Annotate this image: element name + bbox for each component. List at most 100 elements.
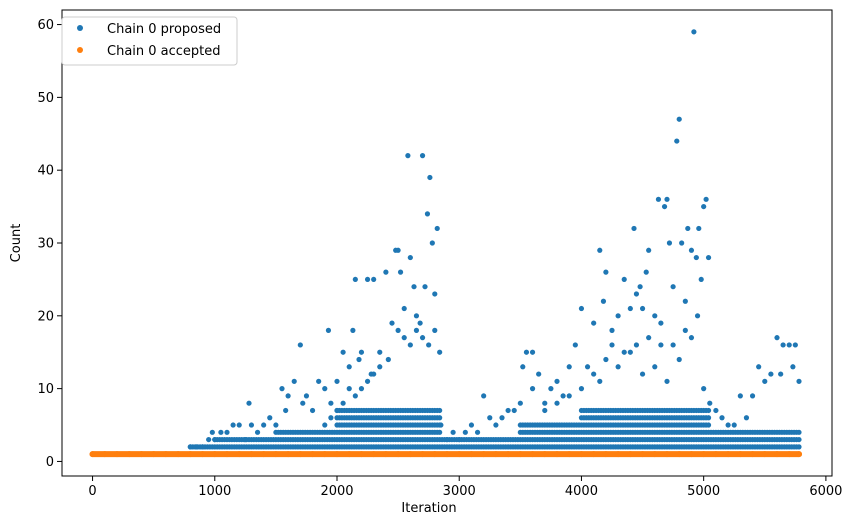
- data-point-proposed: [358, 386, 365, 392]
- data-point-accepted: [761, 451, 768, 458]
- data-point: [796, 436, 802, 443]
- data-point-proposed: [401, 335, 407, 341]
- data-point-proposed: [688, 247, 695, 253]
- y-tick-label: 50: [37, 91, 54, 106]
- data-point-proposed: [261, 422, 267, 428]
- data-point-proposed: [693, 254, 699, 261]
- data-point-proposed: [786, 342, 792, 348]
- data-point-proposed: [646, 247, 652, 253]
- data-point-proposed: [422, 284, 428, 290]
- data-point-proposed: [664, 378, 670, 384]
- data-point-proposed: [389, 320, 395, 326]
- data-point-proposed: [358, 349, 365, 355]
- data-point-proposed: [705, 254, 712, 261]
- data-point-accepted: [114, 451, 120, 458]
- data-point-proposed: [731, 422, 737, 428]
- data-point-accepted: [407, 451, 414, 458]
- data-point-accepted: [395, 451, 402, 458]
- data-point-proposed: [517, 400, 523, 406]
- data-point-proposed: [328, 400, 334, 406]
- data-point-proposed: [707, 400, 713, 406]
- data-point-proposed: [432, 291, 438, 297]
- data-point-proposed: [591, 320, 597, 326]
- data-point-proposed: [778, 371, 784, 377]
- data-point-accepted: [480, 451, 487, 458]
- data-point-accepted: [334, 451, 340, 458]
- data-point-proposed: [230, 422, 236, 428]
- y-axis-ticks: 0 10 20 30 40 50 60: [37, 18, 62, 470]
- x-tick-label: 6000: [809, 484, 842, 499]
- data-point-proposed: [297, 342, 303, 348]
- data-point-accepted: [211, 451, 218, 458]
- data-point-proposed: [554, 378, 560, 384]
- data-point-accepted: [712, 451, 719, 458]
- data-point-proposed: [701, 203, 707, 210]
- data-point-accepted: [138, 451, 145, 458]
- data-point-proposed: [609, 342, 615, 348]
- data-point-accepted: [615, 451, 622, 458]
- data-point-proposed: [325, 327, 332, 333]
- data-point-proposed: [350, 327, 356, 333]
- data-point-proposed: [774, 335, 780, 341]
- data-point-proposed: [199, 444, 206, 450]
- data-point-accepted: [358, 451, 365, 458]
- data-point-proposed: [303, 393, 310, 399]
- data-point-proposed: [719, 415, 725, 421]
- data-point-accepted: [639, 451, 646, 458]
- data-point-proposed: [254, 429, 261, 435]
- data-point-accepted: [627, 451, 634, 458]
- data-point-proposed: [792, 342, 798, 348]
- data-point: [705, 415, 712, 421]
- data-point-accepted: [602, 451, 609, 458]
- data-point-proposed: [322, 422, 328, 428]
- data-point: [796, 444, 802, 450]
- data-point-proposed: [666, 240, 673, 246]
- data-point-proposed: [371, 276, 377, 283]
- data-point: [437, 429, 443, 435]
- data-point-accepted: [554, 451, 560, 458]
- data-point-accepted: [774, 451, 780, 458]
- data-point-proposed: [621, 276, 627, 283]
- data-point-accepted: [700, 451, 707, 458]
- data-point-proposed: [542, 407, 548, 414]
- data-point-accepted: [468, 451, 475, 458]
- data-point-proposed: [209, 429, 215, 435]
- data-point-proposed: [407, 342, 413, 348]
- data-point-proposed: [224, 429, 230, 435]
- data-point-accepted: [541, 451, 548, 458]
- data-point-accepted: [664, 451, 670, 458]
- x-tick-label: 0: [88, 484, 96, 499]
- data-point-proposed: [529, 349, 536, 355]
- data-point-proposed: [248, 422, 255, 428]
- y-axis-label: Count: [9, 224, 24, 263]
- data-point-accepted: [651, 451, 658, 458]
- data-point-proposed: [591, 371, 597, 377]
- data-point-proposed: [679, 240, 685, 246]
- data-point-proposed: [633, 291, 640, 297]
- data-point-proposed: [566, 364, 572, 370]
- legend: Chain 0 proposed Chain 0 accepted: [61, 16, 238, 66]
- data-point-proposed: [395, 327, 401, 333]
- data-point-proposed: [468, 422, 475, 428]
- data-point-accepted: [566, 451, 573, 458]
- data-point-proposed: [615, 313, 621, 319]
- data-point-proposed: [756, 364, 762, 370]
- data-point-accepted: [272, 451, 279, 458]
- data-point-accepted: [175, 451, 182, 458]
- data-point-accepted: [737, 451, 744, 458]
- data-point-proposed: [187, 444, 193, 450]
- legend-label-proposed: Chain 0 proposed: [107, 22, 221, 37]
- data-point-proposed: [578, 386, 585, 392]
- data-point-proposed: [383, 269, 389, 275]
- data-point-proposed: [691, 29, 697, 35]
- data-point-accepted: [321, 451, 328, 458]
- data-point-proposed: [377, 364, 383, 370]
- data-point-proposed: [529, 386, 536, 392]
- data-point-proposed: [658, 320, 664, 326]
- data-point-proposed: [548, 386, 554, 392]
- data-point-proposed: [682, 298, 688, 304]
- data-point-proposed: [685, 225, 691, 232]
- data-point-proposed: [444, 436, 450, 443]
- data-point-accepted: [444, 451, 450, 458]
- data-point-proposed: [713, 407, 719, 414]
